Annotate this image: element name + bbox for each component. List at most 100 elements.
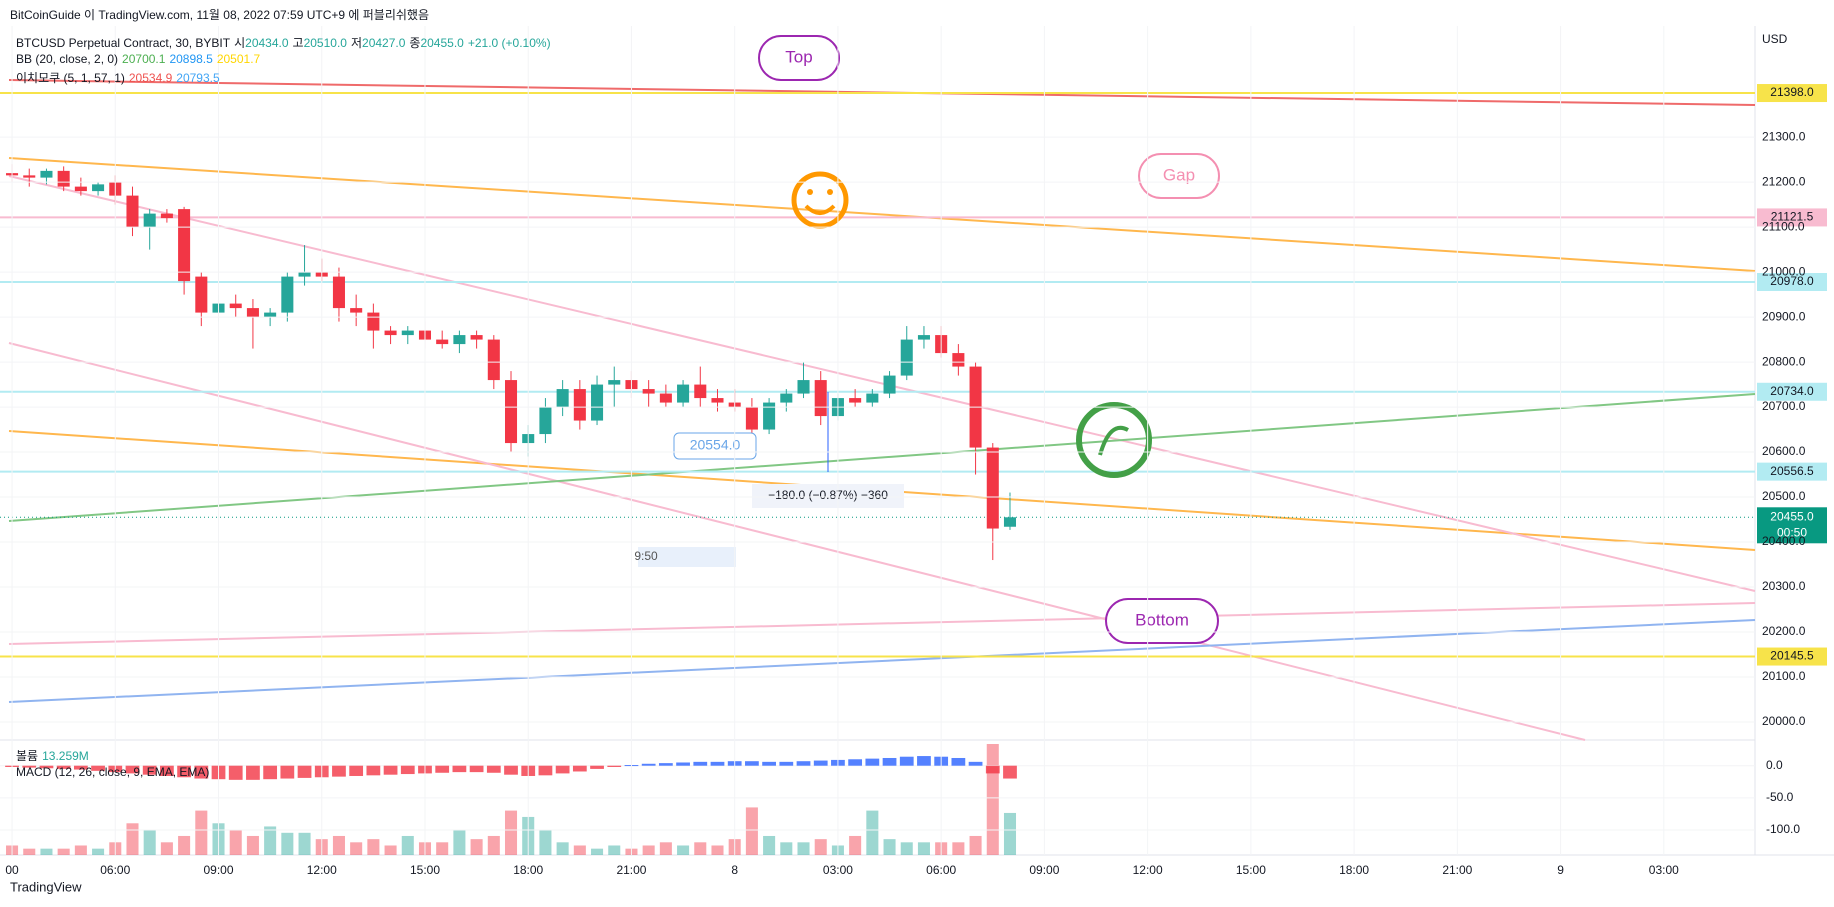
candle-body: [556, 389, 569, 408]
candle-body: [986, 447, 999, 529]
volume-bar: [952, 842, 965, 855]
ohlc-label: 고: [292, 36, 304, 50]
candle-body: [74, 186, 87, 192]
volume-name: 볼륨: [16, 749, 39, 763]
top-bubble: [758, 35, 840, 81]
volume-bar: [883, 839, 896, 855]
macd-bar: [91, 765, 105, 771]
candle-body: [92, 184, 105, 192]
ohlc-value: +21.0 (+0.10%): [467, 36, 551, 50]
macd-bar: [142, 765, 157, 775]
volume-value: 13.259M: [42, 749, 89, 763]
bb-value: 20700.1: [122, 52, 166, 66]
candle-body: [23, 175, 36, 178]
macd-bar: [297, 765, 312, 778]
candle-body: [298, 272, 311, 277]
legend-bb: BB (20, close, 2, 0) 20700.1 20898.5 20501.…: [16, 52, 264, 66]
macd-bar: [177, 765, 191, 778]
macd-bar: [813, 760, 828, 766]
level-label: 20145.5: [1770, 649, 1814, 663]
countdown: 00:50: [1777, 525, 1807, 539]
candle-body: [952, 353, 965, 367]
macd-bar: [435, 765, 450, 773]
macd-bar: [899, 756, 914, 766]
time-note-bg: [638, 547, 736, 567]
macd-bar: [56, 765, 71, 769]
y-tick-label: 20600.0: [1762, 444, 1806, 458]
y-tick-label: 20000.0: [1762, 714, 1806, 728]
x-tick-label: 09:00: [203, 863, 233, 877]
macd-bar: [590, 765, 604, 769]
trend-line: [8, 175, 1756, 592]
macd-bar: [228, 765, 243, 780]
volume-bar: [367, 839, 380, 855]
candle-body: [659, 393, 672, 403]
annotation: Bottom: [1135, 610, 1189, 629]
volume-bar: [92, 848, 105, 855]
candle-body: [57, 170, 70, 187]
trend-line: [8, 393, 1756, 522]
legend-ichimoku: 이치모쿠 (5, 1, 57, 1) 20534.9 20793.5: [16, 69, 224, 86]
candle-body: [814, 380, 827, 417]
y-tick-label: 20800.0: [1762, 354, 1806, 368]
candle-body: [178, 209, 191, 282]
published: BitCoinGuide 이 TradingView.com, 11월 08, …: [10, 8, 429, 22]
macd-bar: [865, 758, 880, 766]
level-label: 20978.0: [1770, 274, 1814, 288]
volume-bar: [57, 848, 70, 855]
volume-bar: [677, 845, 690, 855]
volume-bar: [849, 835, 862, 855]
x-tick-label: 12:00: [1133, 863, 1163, 877]
macd-bar: [538, 765, 553, 776]
candle-body: [384, 330, 397, 336]
macd-bar: [194, 765, 209, 779]
y-tick-label: 20700.0: [1762, 399, 1806, 413]
x-tick-label: 18:00: [1339, 863, 1369, 877]
volume-bar: [591, 848, 604, 855]
ohlc-label: 저: [350, 36, 363, 50]
x-tick-label: 21:00: [616, 863, 646, 877]
level-label: 21121.5: [1771, 210, 1814, 224]
volume-bar: [797, 842, 810, 855]
y-tick-label: 20100.0: [1762, 669, 1806, 683]
candle-body: [866, 393, 879, 403]
candle-body: [367, 312, 380, 331]
volume-bar: [384, 845, 397, 855]
measure-box: [752, 484, 904, 508]
y-tick-label: 21100.0: [1762, 219, 1805, 233]
y-tick-label: 20300.0: [1762, 579, 1806, 593]
volume-bar: [969, 835, 982, 855]
volume-bar: [350, 842, 363, 855]
volume-bar: [160, 842, 173, 855]
volume-bar: [401, 835, 414, 855]
trend-line: [8, 619, 1756, 703]
macd-bar: [246, 765, 260, 780]
macd-bar: [160, 765, 174, 776]
ohlc-value: 20455.0: [420, 36, 464, 50]
x-tick-label: 9: [1557, 863, 1564, 877]
x-tick-label: 09:00: [1029, 863, 1059, 877]
macd-bar: [366, 765, 381, 776]
candle-body: [539, 407, 552, 435]
level-label-bg: [1757, 462, 1827, 481]
candle-body: [281, 276, 294, 313]
candle-body: [229, 303, 242, 309]
ohlc-value: 20510.0: [303, 36, 347, 50]
macd-bar: [280, 765, 295, 779]
x-tick-label: 03:00: [1649, 863, 1679, 877]
legend-volume: 볼륨 13.259M: [16, 747, 93, 764]
volume-bar: [745, 807, 758, 855]
level-label-bg: [1757, 84, 1827, 103]
trend-line: [8, 602, 1756, 645]
candle-body: [677, 384, 690, 403]
macd-bar: [263, 765, 278, 780]
candle-body: [780, 393, 793, 403]
last-price-label: 20455.0: [1770, 509, 1814, 523]
annotation: Gap: [1163, 165, 1195, 184]
last-price-bg: [1757, 507, 1827, 544]
ichimoku-value: 20534.9: [128, 71, 173, 85]
level-label: 21398.0: [1770, 85, 1814, 99]
macd-bar: [452, 765, 467, 773]
candle-body: [1003, 517, 1017, 527]
